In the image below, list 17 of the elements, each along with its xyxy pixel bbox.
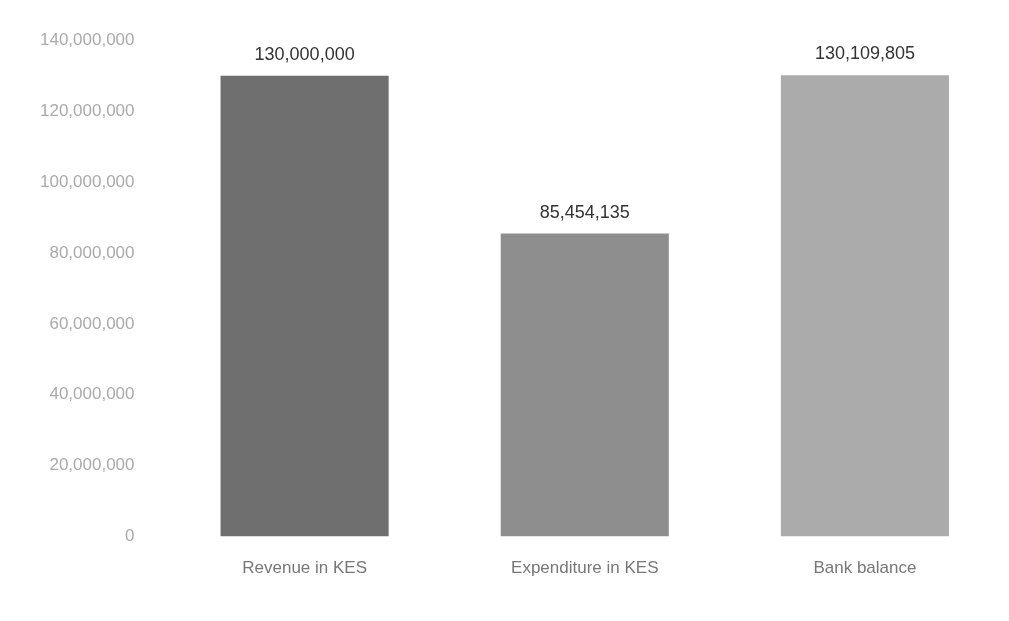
bar	[500, 233, 669, 537]
data-label: 130,000,000	[254, 43, 355, 64]
x-tick-label: Expenditure in KES	[511, 558, 659, 578]
y-tick-label: 60,000,000	[49, 313, 135, 333]
y-tick-label: 20,000,000	[49, 455, 135, 475]
y-tick-label: 100,000,000	[39, 171, 135, 191]
y-tick-label: 120,000,000	[39, 100, 135, 120]
y-tick-label: 0	[125, 526, 135, 546]
x-tick-label: Bank balance	[813, 558, 917, 578]
data-label: 130,109,805	[814, 43, 915, 64]
bar	[220, 75, 389, 537]
bar	[780, 75, 949, 537]
y-tick-label: 80,000,000	[49, 242, 135, 262]
x-tick-label: Revenue in KES	[242, 558, 367, 578]
y-tick-label: 40,000,000	[49, 384, 135, 404]
y-tick-label: 140,000,000	[39, 29, 135, 49]
data-label: 85,454,135	[539, 201, 630, 222]
